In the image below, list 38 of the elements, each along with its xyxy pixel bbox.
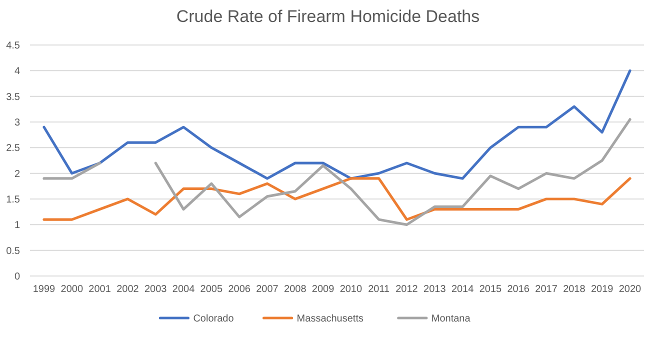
y-tick-label: 3 <box>14 118 20 128</box>
x-tick-label: 2008 <box>284 284 307 295</box>
x-tick-label: 2000 <box>60 284 84 295</box>
y-tick-label: 1.5 <box>6 194 20 206</box>
line-series <box>42 177 632 221</box>
x-tick-label: 2002 <box>116 284 140 295</box>
x-tick-label: 2005 <box>200 284 223 295</box>
line-series <box>42 69 632 180</box>
y-tick-label: 2.5 <box>6 143 20 154</box>
y-tick-label: 1 <box>14 220 20 232</box>
x-tick-label: 2016 <box>507 284 530 295</box>
x-tick-label: 2007 <box>256 284 279 295</box>
x-tick-label: 2013 <box>424 284 446 295</box>
y-tick-label: 4.5 <box>6 40 20 52</box>
chart-title: Crude Rate of Firearm Homicide Deaths <box>176 7 480 26</box>
x-tick-label: 2003 <box>144 284 168 295</box>
y-tick-label: 4 <box>14 66 20 78</box>
x-tick-label: 2019 <box>590 284 614 295</box>
x-tick-label: 2009 <box>312 284 335 295</box>
x-tick-label: 2011 <box>368 284 390 295</box>
x-tick-label: 2006 <box>228 284 251 295</box>
legend-label: Montana <box>431 314 471 324</box>
legend-label: Massachusetts <box>296 314 364 324</box>
x-tick-label: 2012 <box>396 284 418 295</box>
x-tick-label: 2017 <box>535 284 558 295</box>
x-tick-label: 2018 <box>563 284 586 295</box>
y-tick-label: 2 <box>14 168 20 180</box>
x-tick-label: 2001 <box>88 284 112 295</box>
y-tick-label: 3.5 <box>6 92 20 103</box>
x-tick-label: 2014 <box>451 284 474 295</box>
x-tick-label: 2010 <box>340 284 363 295</box>
x-tick-label: 2020 <box>618 284 642 295</box>
x-tick-label: 1999 <box>32 284 56 295</box>
legend-label: Colorado <box>193 314 234 324</box>
x-tick-label: 2004 <box>172 284 196 295</box>
y-tick-label: 0.5 <box>6 246 20 257</box>
x-tick-label: 2015 <box>479 284 502 295</box>
y-tick-label: 0 <box>14 272 20 282</box>
